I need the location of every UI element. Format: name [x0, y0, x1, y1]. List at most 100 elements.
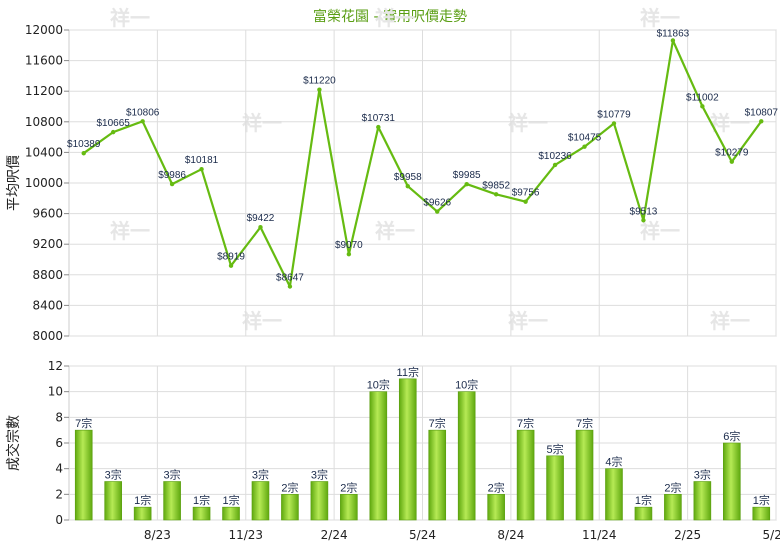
y-axis-label: 平均呎價	[5, 155, 22, 211]
price-point	[611, 121, 617, 126]
volume-bar	[222, 506, 240, 521]
price-data-label: $9756	[512, 188, 540, 199]
price-data-label: $10806	[126, 107, 160, 118]
volume-bar	[516, 429, 535, 521]
volume-data-label: 1宗	[753, 493, 770, 507]
price-data-label: $10807	[745, 107, 779, 118]
x-tick-label: 5/25	[763, 528, 780, 542]
price-data-label: $9985	[453, 170, 481, 181]
watermark-text: 祥一	[508, 309, 548, 333]
volume-bar	[752, 506, 771, 521]
price-data-label: $11220	[303, 76, 336, 87]
price-point	[81, 151, 86, 156]
watermark-text: 祥一	[640, 6, 680, 30]
watermark-text: 祥一	[110, 6, 150, 30]
volume-data-label: 10宗	[367, 378, 390, 392]
y-tick-label: 10	[48, 385, 63, 399]
volume-bar	[192, 506, 211, 521]
price-data-label: $10389	[67, 139, 101, 150]
y-tick-label: 8400	[32, 298, 63, 312]
watermark-text: 祥一	[242, 111, 282, 135]
volume-bar	[634, 506, 653, 521]
y-tick-label: 6	[55, 436, 63, 450]
price-point	[435, 209, 440, 214]
volume-data-label: 10宗	[455, 378, 478, 392]
volume-data-label: 5宗	[547, 442, 564, 456]
y-tick-label: 4	[55, 462, 63, 476]
volume-bar-chart: 0 2 4 6 8 10 12 8/23 11/23 2/24 5/24 8/24 11/24 2/25 5…	[5, 359, 780, 542]
volume-bar	[281, 494, 299, 521]
y-tick-label: 11200	[25, 84, 63, 98]
volume-data-label: 3宗	[105, 468, 122, 482]
volume-bar	[575, 429, 594, 521]
price-point	[582, 144, 587, 149]
volume-data-label: 2宗	[488, 480, 505, 494]
volume-bar	[546, 455, 564, 521]
y-tick-label: 10000	[25, 176, 63, 190]
y-tick-label: 10800	[25, 115, 63, 129]
y-tick-label: 0	[55, 513, 63, 527]
watermark-text: 祥一	[110, 219, 150, 243]
price-point	[199, 166, 204, 172]
volume-bar	[487, 494, 505, 521]
chart-title: 富榮花園 - 實用呎價走勢	[313, 8, 467, 25]
volume-data-label: 2宗	[664, 480, 681, 494]
price-data-label: $10665	[97, 118, 131, 129]
y-tick-label: 8	[55, 410, 63, 424]
x-tick-label: 8/24	[497, 528, 524, 542]
price-point	[641, 218, 646, 223]
price-point	[140, 119, 145, 124]
volume-data-label: 7宗	[75, 416, 92, 430]
volume-data-label: 3宗	[252, 468, 269, 482]
x-tick-label: 2/25	[674, 528, 701, 542]
price-point	[228, 263, 234, 268]
volume-data-label: 2宗	[281, 480, 298, 494]
volume-data-label: 1宗	[635, 493, 652, 507]
price-data-label: $8919	[217, 252, 245, 263]
y-tick-label: 8000	[32, 329, 63, 343]
volume-data-label: 4宗	[605, 455, 622, 469]
price-data-label: $10279	[715, 148, 749, 159]
x-tick-label: 2/24	[321, 528, 348, 542]
volume-bar	[428, 429, 447, 521]
price-point	[729, 159, 735, 164]
volume-data-label: 3宗	[311, 468, 328, 482]
watermark-text: 祥一	[508, 111, 548, 135]
x-tick-label: 11/24	[582, 528, 617, 542]
volume-data-label: 7宗	[576, 416, 593, 430]
volume-bar	[605, 468, 623, 521]
price-data-label: $10236	[538, 151, 572, 162]
y-axis-label: 成交宗數	[5, 415, 22, 471]
volume-data-label: 1宗	[134, 493, 151, 507]
volume-bar	[251, 481, 270, 521]
y-tick-label: 2	[55, 487, 63, 501]
price-data-label: $9070	[335, 240, 363, 251]
price-point	[110, 129, 116, 135]
price-point	[493, 192, 499, 197]
y-tick-label: 9200	[32, 237, 63, 251]
volume-bar	[398, 378, 417, 521]
price-data-label: $8647	[276, 273, 304, 284]
price-point	[523, 199, 528, 204]
volume-bar	[664, 494, 682, 521]
price-point	[759, 119, 764, 124]
volume-bar	[133, 506, 152, 521]
price-point	[287, 284, 293, 289]
price-data-label: $9986	[158, 170, 186, 181]
price-point	[405, 184, 410, 189]
price-data-label: $9958	[394, 172, 422, 183]
price-data-label: $10779	[597, 109, 631, 120]
price-data-label: $10475	[568, 133, 602, 144]
volume-bar	[340, 494, 358, 521]
price-point	[552, 162, 558, 168]
y-tick-label: 9600	[32, 207, 63, 221]
volume-data-label: 7宗	[517, 416, 534, 430]
price-point	[700, 104, 705, 109]
price-line-chart: 8000 8400 8800 9200 9600 10000 10400 10800 11200…	[5, 23, 778, 343]
volume-bar	[369, 391, 388, 521]
volume-bar	[104, 481, 122, 521]
price-point	[464, 181, 469, 187]
